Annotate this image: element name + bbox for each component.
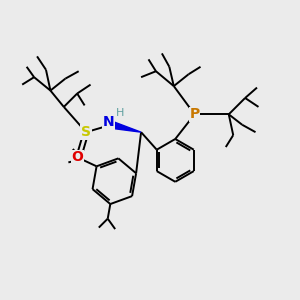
Text: S: S: [81, 125, 91, 139]
Text: O: O: [71, 150, 83, 164]
Text: P: P: [190, 107, 200, 121]
Text: N: N: [103, 116, 115, 129]
Polygon shape: [110, 121, 141, 132]
Text: H: H: [116, 108, 124, 118]
